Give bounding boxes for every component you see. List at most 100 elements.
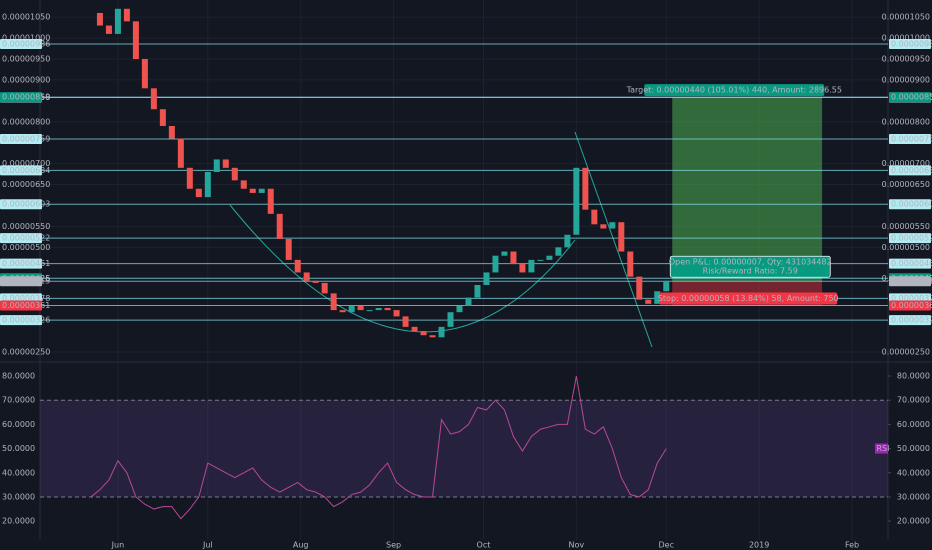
level-badge [0,276,42,287]
y2-tick-label: 70.0000 [897,396,930,405]
level-badge [0,315,42,326]
y-tick-label: 0.00000800 [882,117,930,126]
level-badge [889,276,931,287]
y-tick-label: 0.00000550 [882,222,930,231]
level-label: 0.00000461 [891,259,932,268]
level-badge [0,199,42,210]
candle [528,259,535,273]
candle [645,299,652,304]
x-tick-label: Aug [293,541,309,550]
x-tick-label: Sep [386,541,401,550]
level-badge [889,92,931,103]
rsi-badge [875,443,888,454]
candle [114,8,121,34]
y2-tick-label: 60.0000 [897,420,930,429]
candle [213,159,220,173]
candle [348,305,355,313]
level-label: 0.00000603 [891,200,932,209]
candle [420,331,427,336]
y-tick-label: 0.00001000 [882,34,930,43]
level-badge [889,258,931,269]
candle [204,172,211,198]
level-label: 0.00000378 [2,294,50,303]
candle [618,222,625,252]
level-badge [889,233,931,244]
x-tick-label: Oct [477,541,491,550]
y2-tick-label: 30.0000 [897,492,930,501]
candle [663,280,670,292]
candle [321,282,328,294]
level-label: 0.00000419 [2,277,50,286]
y-tick-label: 0.00000950 [2,55,50,64]
y-tick-label: 0.00000500 [2,243,50,252]
candle [303,272,310,281]
candle [564,234,571,248]
y2-tick-label: 20.0000 [2,517,35,526]
stop-box [659,292,838,305]
candle [627,251,634,277]
candle [600,224,607,229]
candle [411,326,418,332]
candle [294,259,301,273]
level-label: 0.00000684 [2,166,50,175]
candle [402,316,409,327]
y-tick-label: 0.00000250 [2,347,50,356]
candle [123,8,130,22]
level-label: 0.00000859 [891,93,932,102]
level-label: 0.00000759 [2,134,50,143]
candle [267,188,274,214]
rsi-line [90,375,667,520]
level-badge [889,38,931,49]
level-badge [0,133,42,144]
candle [654,291,661,304]
level-badge [0,165,42,176]
y2-tick-label: 30.0000 [2,492,35,501]
candle [222,159,229,168]
candle [96,12,103,26]
pnl-box [669,255,831,278]
pnl-label: Open P&L: 0.00000007, Qty: 431034482 [669,258,832,267]
candle [258,188,265,193]
x-tick-label: Feb [845,541,859,550]
level-label: 0.00000326 [891,316,932,325]
y2-tick-label: 40.0000 [2,468,35,477]
stop-label: Stop: 0.00000058 (13.84%) 58, Amount: 75… [658,294,839,303]
level-badge [889,199,931,210]
candle [456,305,463,313]
y2-tick-label: 50.0000 [897,444,930,453]
y2-tick-label: 50.0000 [2,444,35,453]
candle [105,25,112,34]
level-label: 0.00000522 [2,234,50,243]
y2-tick-label: 70.0000 [2,396,35,405]
candle [231,167,238,181]
candle [384,308,391,311]
level-label: 0.00000461 [2,259,50,268]
y-tick-label: 0.00000950 [882,55,930,64]
candle [636,276,643,300]
y-tick-label: 0.00000800 [2,117,50,126]
candle [240,180,247,189]
candle [510,251,517,265]
y-tick-label: 0.00000900 [2,75,50,84]
level-label: 0.00000986 [891,39,932,48]
candle [582,167,589,210]
candle [168,125,175,139]
candle [609,222,616,229]
candle [546,255,553,260]
candle [339,310,346,313]
candle [447,312,454,327]
candle [141,59,148,89]
candle [465,297,472,306]
rsi-label: RSI [877,444,890,453]
level-badge [889,165,931,176]
level-badge [0,300,42,311]
level-label: 0.00000603 [2,200,50,209]
candle [312,280,319,283]
target-box [644,84,825,97]
candle [492,255,499,273]
level-label: 0.00000419 [891,277,932,286]
y2-tick-label: 80.0000 [897,372,930,381]
level-label: 0.00000759 [891,134,932,143]
candle [285,238,292,260]
candle [501,251,508,256]
